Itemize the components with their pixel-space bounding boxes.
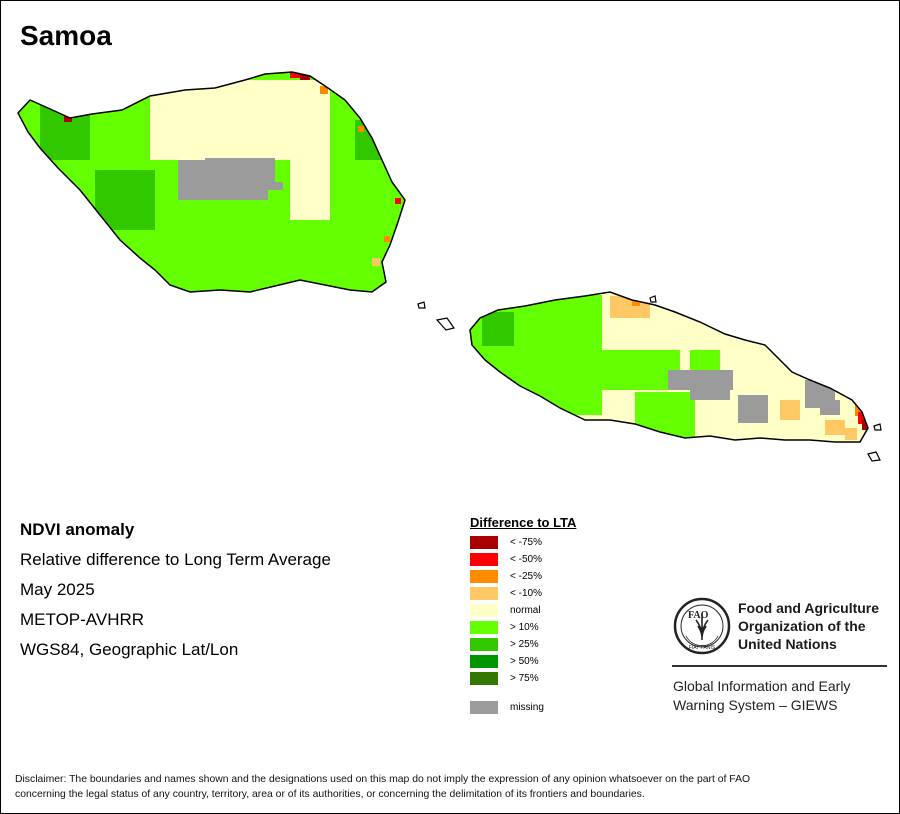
legend-swatch bbox=[470, 587, 498, 600]
legend-label: > 25% bbox=[510, 639, 539, 650]
legend-label-missing: missing bbox=[510, 702, 544, 713]
legend-label: < -25% bbox=[510, 571, 542, 582]
savaii-island bbox=[17, 71, 406, 293]
legend-title: Difference to LTA bbox=[470, 515, 577, 530]
info-date: May 2025 bbox=[20, 580, 95, 599]
legend-swatch bbox=[470, 536, 498, 549]
legend-swatch bbox=[470, 621, 498, 634]
legend-swatch bbox=[470, 638, 498, 651]
fao-logo-letter-f: FAO bbox=[688, 610, 709, 621]
map-title: Samoa bbox=[20, 20, 112, 51]
info-description: Relative difference to Long Term Average bbox=[20, 550, 331, 569]
ndvi-map bbox=[17, 71, 882, 462]
legend-label: < -10% bbox=[510, 588, 542, 599]
legend-item: > 75% bbox=[470, 670, 576, 687]
legend-item: < -50% bbox=[470, 551, 576, 568]
giews-line1: Global Information and Early bbox=[673, 678, 851, 694]
legend-swatch bbox=[470, 570, 498, 583]
legend-item: < -10% bbox=[470, 585, 576, 602]
fao-logo-icon: FAO FIAT PANIS bbox=[673, 597, 731, 655]
giews-name: Global Information and Early Warning Sys… bbox=[673, 677, 850, 715]
legend-item: < -75% bbox=[470, 534, 576, 551]
legend-label: > 50% bbox=[510, 656, 539, 667]
legend-item: < -25% bbox=[470, 568, 576, 585]
info-sensor: METOP-AVHRR bbox=[20, 610, 145, 629]
legend-item-missing: missing bbox=[470, 699, 576, 716]
fao-name-line3: United Nations bbox=[738, 636, 837, 652]
org-divider bbox=[672, 665, 887, 667]
legend-item: normal bbox=[470, 602, 576, 619]
legend-swatch-missing bbox=[470, 701, 498, 714]
legend-item: > 10% bbox=[470, 619, 576, 636]
legend-item: > 50% bbox=[470, 653, 576, 670]
legend-label: < -75% bbox=[510, 537, 542, 548]
map-info: NDVI anomaly Relative difference to Long… bbox=[20, 520, 331, 670]
legend-swatch bbox=[470, 655, 498, 668]
giews-line2: Warning System – GIEWS bbox=[673, 697, 838, 713]
info-heading: NDVI anomaly bbox=[20, 520, 135, 539]
legend-item: > 25% bbox=[470, 636, 576, 653]
fao-name-line1: Food and Agriculture bbox=[738, 600, 880, 616]
legend-swatch bbox=[470, 672, 498, 685]
legend-swatch bbox=[470, 604, 498, 617]
upolu-island bbox=[469, 291, 869, 443]
legend-label: normal bbox=[510, 605, 541, 616]
disclaimer-line2: concerning the legal status of any count… bbox=[15, 789, 645, 800]
fao-name-line2: Organization of the bbox=[738, 618, 866, 634]
legend: Difference to LTA < -75% < -50% < -25% <… bbox=[470, 515, 576, 716]
legend-label: > 10% bbox=[510, 622, 539, 633]
legend-swatch bbox=[470, 553, 498, 566]
fao-logo-motto: FIAT PANIS bbox=[689, 645, 716, 651]
disclaimer-line1: Disclaimer: The boundaries and names sho… bbox=[15, 774, 751, 785]
islets bbox=[417, 295, 882, 462]
fao-name: Food and Agriculture Organization of the… bbox=[738, 599, 879, 653]
info-projection: WGS84, Geographic Lat/Lon bbox=[20, 640, 239, 659]
legend-label: > 75% bbox=[510, 673, 539, 684]
legend-label: < -50% bbox=[510, 554, 542, 565]
disclaimer: Disclaimer: The boundaries and names sho… bbox=[15, 772, 885, 802]
